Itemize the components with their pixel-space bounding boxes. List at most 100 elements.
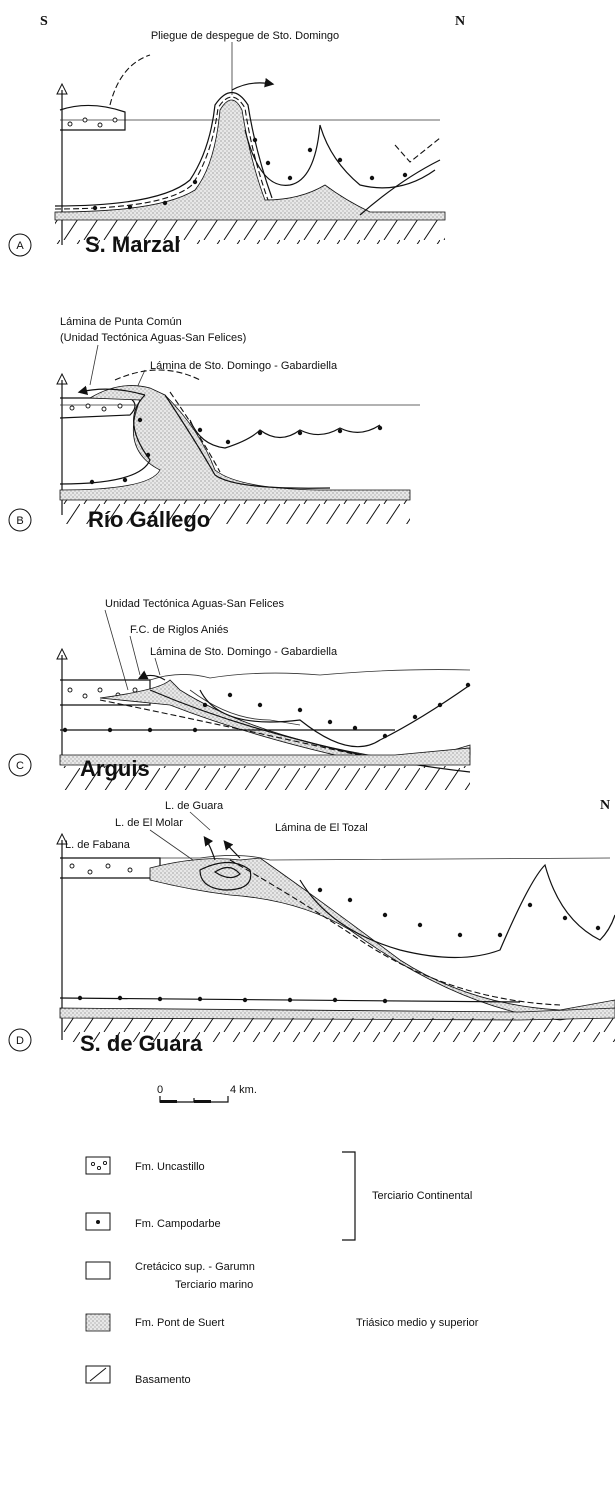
legend-item: Fm. Campodarbe: [135, 1218, 221, 1230]
symbol: [498, 933, 502, 937]
panel-name: Río Gállego: [88, 507, 210, 532]
panel-b: Lámina de Punta Común (Unidad Tectónica …: [9, 316, 420, 532]
symbol: [318, 888, 322, 892]
campodarbe-base: [300, 865, 615, 958]
symbol: [158, 997, 162, 1001]
symbol: [528, 903, 532, 907]
geologic-line: [130, 636, 140, 675]
panel-letter: A: [16, 240, 24, 252]
legend-group: Terciario Continental: [372, 1190, 472, 1202]
panel-letter: B: [16, 515, 23, 527]
panel-label: Unidad Tectónica Aguas-San Felices: [105, 598, 284, 610]
panel-c: Unidad Tectónica Aguas-San Felices F.C. …: [9, 598, 470, 790]
symbol: [378, 426, 382, 430]
symbol: [266, 161, 270, 165]
scale-start: 0: [157, 1084, 163, 1096]
panel-letter: C: [16, 760, 24, 772]
symbol: [383, 913, 387, 917]
symbol: [83, 118, 87, 122]
legend-item: Basamento: [135, 1374, 191, 1386]
panel-label: L. de Guara: [165, 800, 224, 812]
symbol: [70, 864, 74, 868]
symbol: [133, 688, 137, 692]
campodarbe-base: [245, 125, 435, 188]
panel-label: Pliegue de despegue de Sto. Domingo: [151, 30, 339, 42]
symbol: [138, 418, 142, 422]
symbol: [113, 118, 117, 122]
symbol: [198, 997, 202, 1001]
symbol: [198, 428, 202, 432]
campodarbe-base: [190, 420, 380, 448]
symbol: [298, 431, 302, 435]
legend-swatch: [86, 1262, 110, 1279]
legend-group: Triásico medio y superior: [356, 1317, 479, 1329]
symbol: [328, 720, 332, 724]
symbol: [96, 1220, 100, 1224]
legend-swatch: [86, 1157, 110, 1174]
symbol: [86, 404, 90, 408]
symbol: [91, 1162, 94, 1165]
pont-de-suert: [150, 858, 615, 1020]
geologic-line: [60, 670, 470, 680]
legend: Fm. Uncastillo Fm. Campodarbe Terciario …: [86, 1152, 479, 1386]
symbol: [103, 1161, 106, 1164]
panel-label: L. de Fabana: [65, 839, 131, 851]
symbol: [128, 868, 132, 872]
symbol: [243, 998, 247, 1002]
scale-end: 4 km.: [230, 1084, 257, 1096]
eroded-fold: [110, 55, 150, 105]
symbol: [106, 864, 110, 868]
symbol: [333, 998, 337, 1002]
panel-label: L. de El Molar: [115, 817, 183, 829]
symbol: [203, 703, 207, 707]
symbol: [148, 728, 152, 732]
south-label: S: [40, 14, 48, 29]
symbol: [98, 123, 102, 127]
geologic-line: [60, 858, 160, 878]
panel-name: S. de Guara: [80, 1031, 203, 1056]
geologic-line: [160, 1100, 177, 1103]
symbol: [193, 180, 197, 184]
symbol: [108, 728, 112, 732]
geologic-line: [190, 812, 210, 830]
symbol: [308, 148, 312, 152]
symbol: [68, 688, 72, 692]
bracket: [342, 1152, 355, 1240]
panel-label: (Unidad Tectónica Aguas-San Felices): [60, 332, 246, 344]
symbol: [370, 176, 374, 180]
symbol: [88, 870, 92, 874]
panel-label: Lámina de Sto. Domingo - Gabardiella: [150, 360, 338, 372]
symbol: [83, 694, 87, 698]
symbol: [146, 453, 150, 457]
north-label: N: [600, 798, 610, 813]
panel-label: Lámina de Punta Común: [60, 316, 182, 328]
symbol: [228, 693, 232, 697]
symbol: [163, 201, 167, 205]
symbol: [118, 404, 122, 408]
panel-label: F.C. de Riglos Aniés: [130, 624, 229, 636]
diagram: S N Pliegue de despegue de Sto. Domingo …: [0, 0, 615, 1496]
symbol: [563, 916, 567, 920]
symbol: [348, 898, 352, 902]
symbol: [338, 158, 342, 162]
symbol: [413, 715, 417, 719]
symbol: [97, 1166, 100, 1169]
symbol: [383, 999, 387, 1003]
body: S N Pliegue de despegue de Sto. Domingo …: [0, 0, 615, 1496]
symbol: [418, 923, 422, 927]
symbol: [118, 996, 122, 1000]
symbol: [193, 728, 197, 732]
fold-arrow: [232, 83, 272, 90]
panel-label: Lámina de Sto. Domingo - Gabardiella: [150, 646, 338, 658]
legend-item: Cretácico sup. - Garumn: [135, 1261, 255, 1273]
symbol: [128, 205, 132, 209]
legend-item: Fm. Uncastillo: [135, 1161, 205, 1173]
symbol: [93, 206, 97, 210]
symbol: [253, 138, 257, 142]
symbol: [288, 998, 292, 1002]
symbol: [258, 431, 262, 435]
symbol: [102, 407, 106, 411]
symbol: [288, 176, 292, 180]
legend-item: Fm. Pont de Suert: [135, 1317, 224, 1329]
geologic-line: [194, 1100, 211, 1103]
